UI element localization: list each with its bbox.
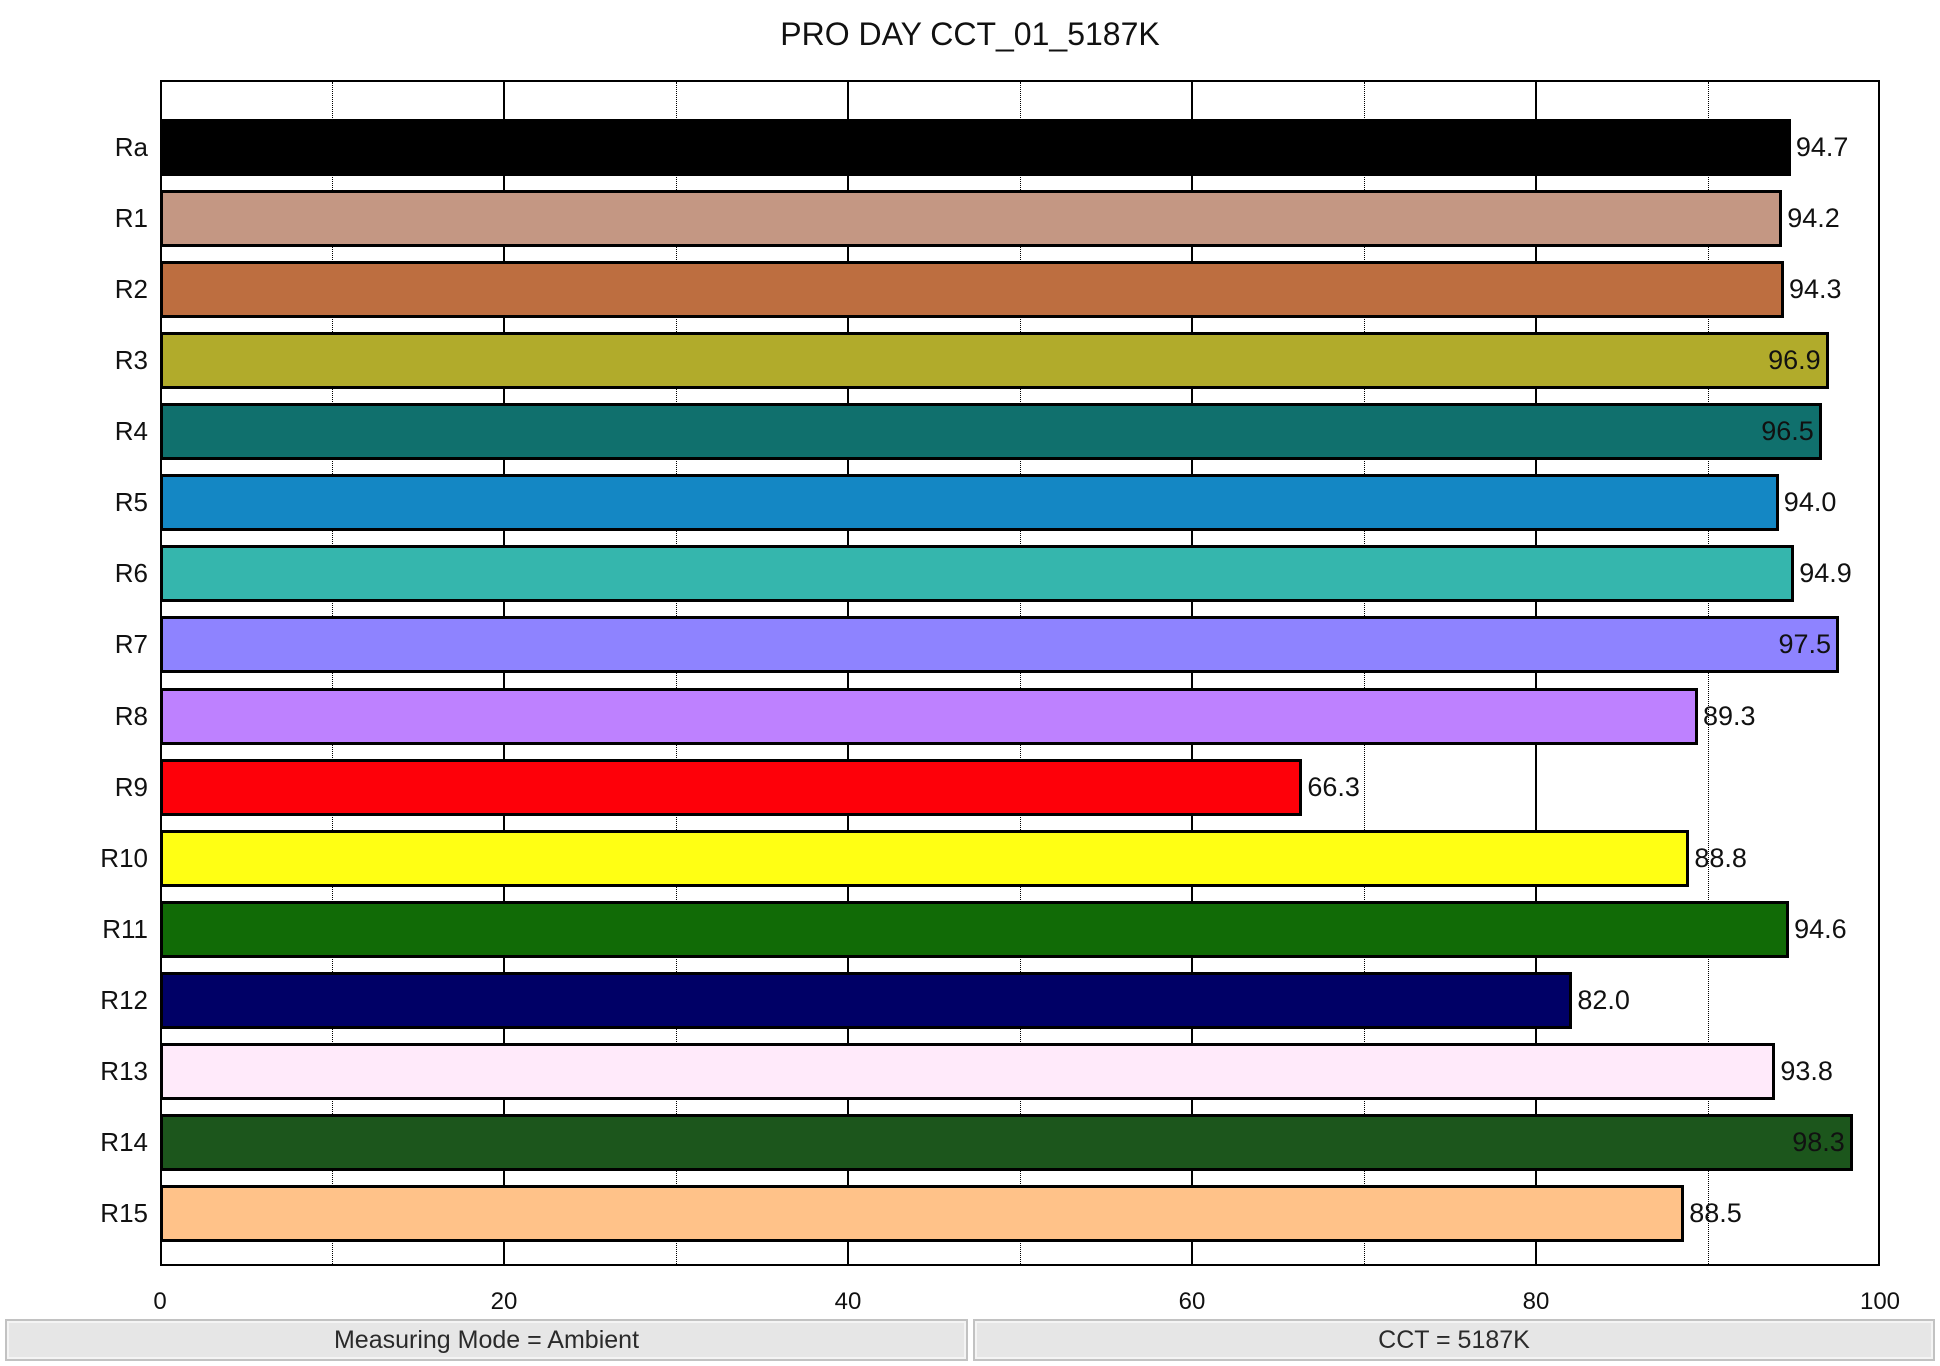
value-label-r5: 94.0 xyxy=(1783,487,1837,518)
value-label-r8: 89.3 xyxy=(1702,700,1756,731)
x-tick-0: 0 xyxy=(153,1288,167,1315)
value-label-r14: 98.3 xyxy=(1792,1126,1845,1157)
y-label-r10: R10 xyxy=(100,842,148,873)
value-label-r9: 66.3 xyxy=(1307,771,1360,802)
bar-r5 xyxy=(160,474,1779,532)
x-tick-100: 100 xyxy=(1859,1288,1901,1315)
value-label-r7: 97.5 xyxy=(1778,629,1831,660)
bar-r14 xyxy=(160,1113,1853,1171)
value-label-r3: 96.9 xyxy=(1768,345,1821,376)
y-label-r8: R8 xyxy=(114,700,148,731)
value-label-r12: 82.0 xyxy=(1577,984,1630,1015)
value-label-r2: 94.3 xyxy=(1788,274,1842,305)
x-tick-60: 60 xyxy=(1178,1288,1206,1315)
chart-title: PRO DAY CCT_01_5187K xyxy=(780,16,1160,52)
value-label-r15: 88.5 xyxy=(1689,1198,1742,1229)
value-label-r6: 94.9 xyxy=(1799,558,1852,589)
status-measuring-mode: Measuring Mode = Ambient xyxy=(5,1319,968,1361)
bar-r6 xyxy=(160,545,1795,603)
y-label-r4: R4 xyxy=(114,416,148,447)
bar-r10 xyxy=(160,829,1690,887)
y-label-r5: R5 xyxy=(114,487,148,518)
y-label-r3: R3 xyxy=(114,345,148,376)
y-label-r1: R1 xyxy=(114,203,148,234)
bar-r3 xyxy=(160,332,1829,390)
y-label-r11: R11 xyxy=(102,913,148,944)
value-label-r11: 94.6 xyxy=(1794,913,1847,944)
y-label-r6: R6 xyxy=(114,558,148,589)
y-label-r15: R15 xyxy=(100,1198,148,1229)
y-label-r13: R13 xyxy=(100,1055,148,1086)
plot-area: 94.7 94.2 94.3 96.9 96.5 94.0 94.9 97.5 89.3 66.3… xyxy=(160,80,1880,1266)
bar-r7 xyxy=(160,616,1839,674)
bar-r1 xyxy=(160,190,1783,248)
value-label-r4: 96.5 xyxy=(1761,416,1814,447)
bar-r2 xyxy=(160,261,1784,319)
y-label-r2: R2 xyxy=(114,274,148,305)
y-label-ra: Ra xyxy=(114,132,148,162)
value-label-r10: 88.8 xyxy=(1694,842,1747,873)
bar-r8 xyxy=(160,687,1698,745)
bar-r4 xyxy=(160,403,1822,461)
x-tick-20: 20 xyxy=(490,1288,518,1315)
bar-r15 xyxy=(160,1185,1685,1243)
x-tick-40: 40 xyxy=(834,1288,862,1315)
y-label-r9: R9 xyxy=(114,771,148,802)
x-tick-80: 80 xyxy=(1522,1288,1550,1315)
y-label-r14: R14 xyxy=(100,1126,148,1157)
value-label-ra: 94.7 xyxy=(1795,132,1849,162)
y-label-r7: R7 xyxy=(114,629,148,660)
bar-ra xyxy=(160,119,1791,176)
bar-r13 xyxy=(160,1042,1776,1100)
y-label-r12: R12 xyxy=(100,984,148,1015)
status-cct: CCT = 5187K xyxy=(973,1319,1935,1361)
bar-r11 xyxy=(160,900,1790,958)
status-bar: Measuring Mode = Ambient CCT = 5187K xyxy=(0,1319,1940,1361)
value-label-r1: 94.2 xyxy=(1787,203,1840,234)
value-label-r13: 93.8 xyxy=(1780,1055,1833,1086)
bar-r12 xyxy=(160,971,1573,1029)
bar-r9 xyxy=(160,758,1303,816)
